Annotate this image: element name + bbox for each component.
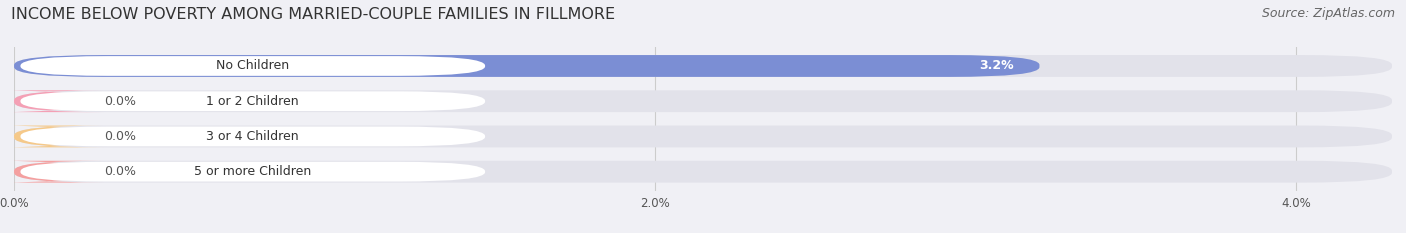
FancyBboxPatch shape (14, 161, 1392, 183)
FancyBboxPatch shape (21, 91, 485, 111)
Text: 0.0%: 0.0% (104, 165, 136, 178)
Text: INCOME BELOW POVERTY AMONG MARRIED-COUPLE FAMILIES IN FILLMORE: INCOME BELOW POVERTY AMONG MARRIED-COUPL… (11, 7, 616, 22)
Text: Source: ZipAtlas.com: Source: ZipAtlas.com (1261, 7, 1395, 20)
FancyBboxPatch shape (21, 56, 485, 76)
Text: 0.0%: 0.0% (104, 130, 136, 143)
FancyBboxPatch shape (14, 55, 1392, 77)
Text: 0.0%: 0.0% (104, 95, 136, 108)
FancyBboxPatch shape (0, 161, 104, 183)
FancyBboxPatch shape (21, 162, 485, 182)
FancyBboxPatch shape (14, 55, 1039, 77)
FancyBboxPatch shape (0, 126, 104, 147)
Text: 5 or more Children: 5 or more Children (194, 165, 311, 178)
FancyBboxPatch shape (0, 90, 104, 112)
FancyBboxPatch shape (14, 90, 1392, 112)
Text: 3 or 4 Children: 3 or 4 Children (207, 130, 299, 143)
Text: 1 or 2 Children: 1 or 2 Children (207, 95, 299, 108)
FancyBboxPatch shape (21, 127, 485, 146)
FancyBboxPatch shape (14, 126, 1392, 147)
Text: No Children: No Children (217, 59, 290, 72)
Text: 3.2%: 3.2% (979, 59, 1014, 72)
